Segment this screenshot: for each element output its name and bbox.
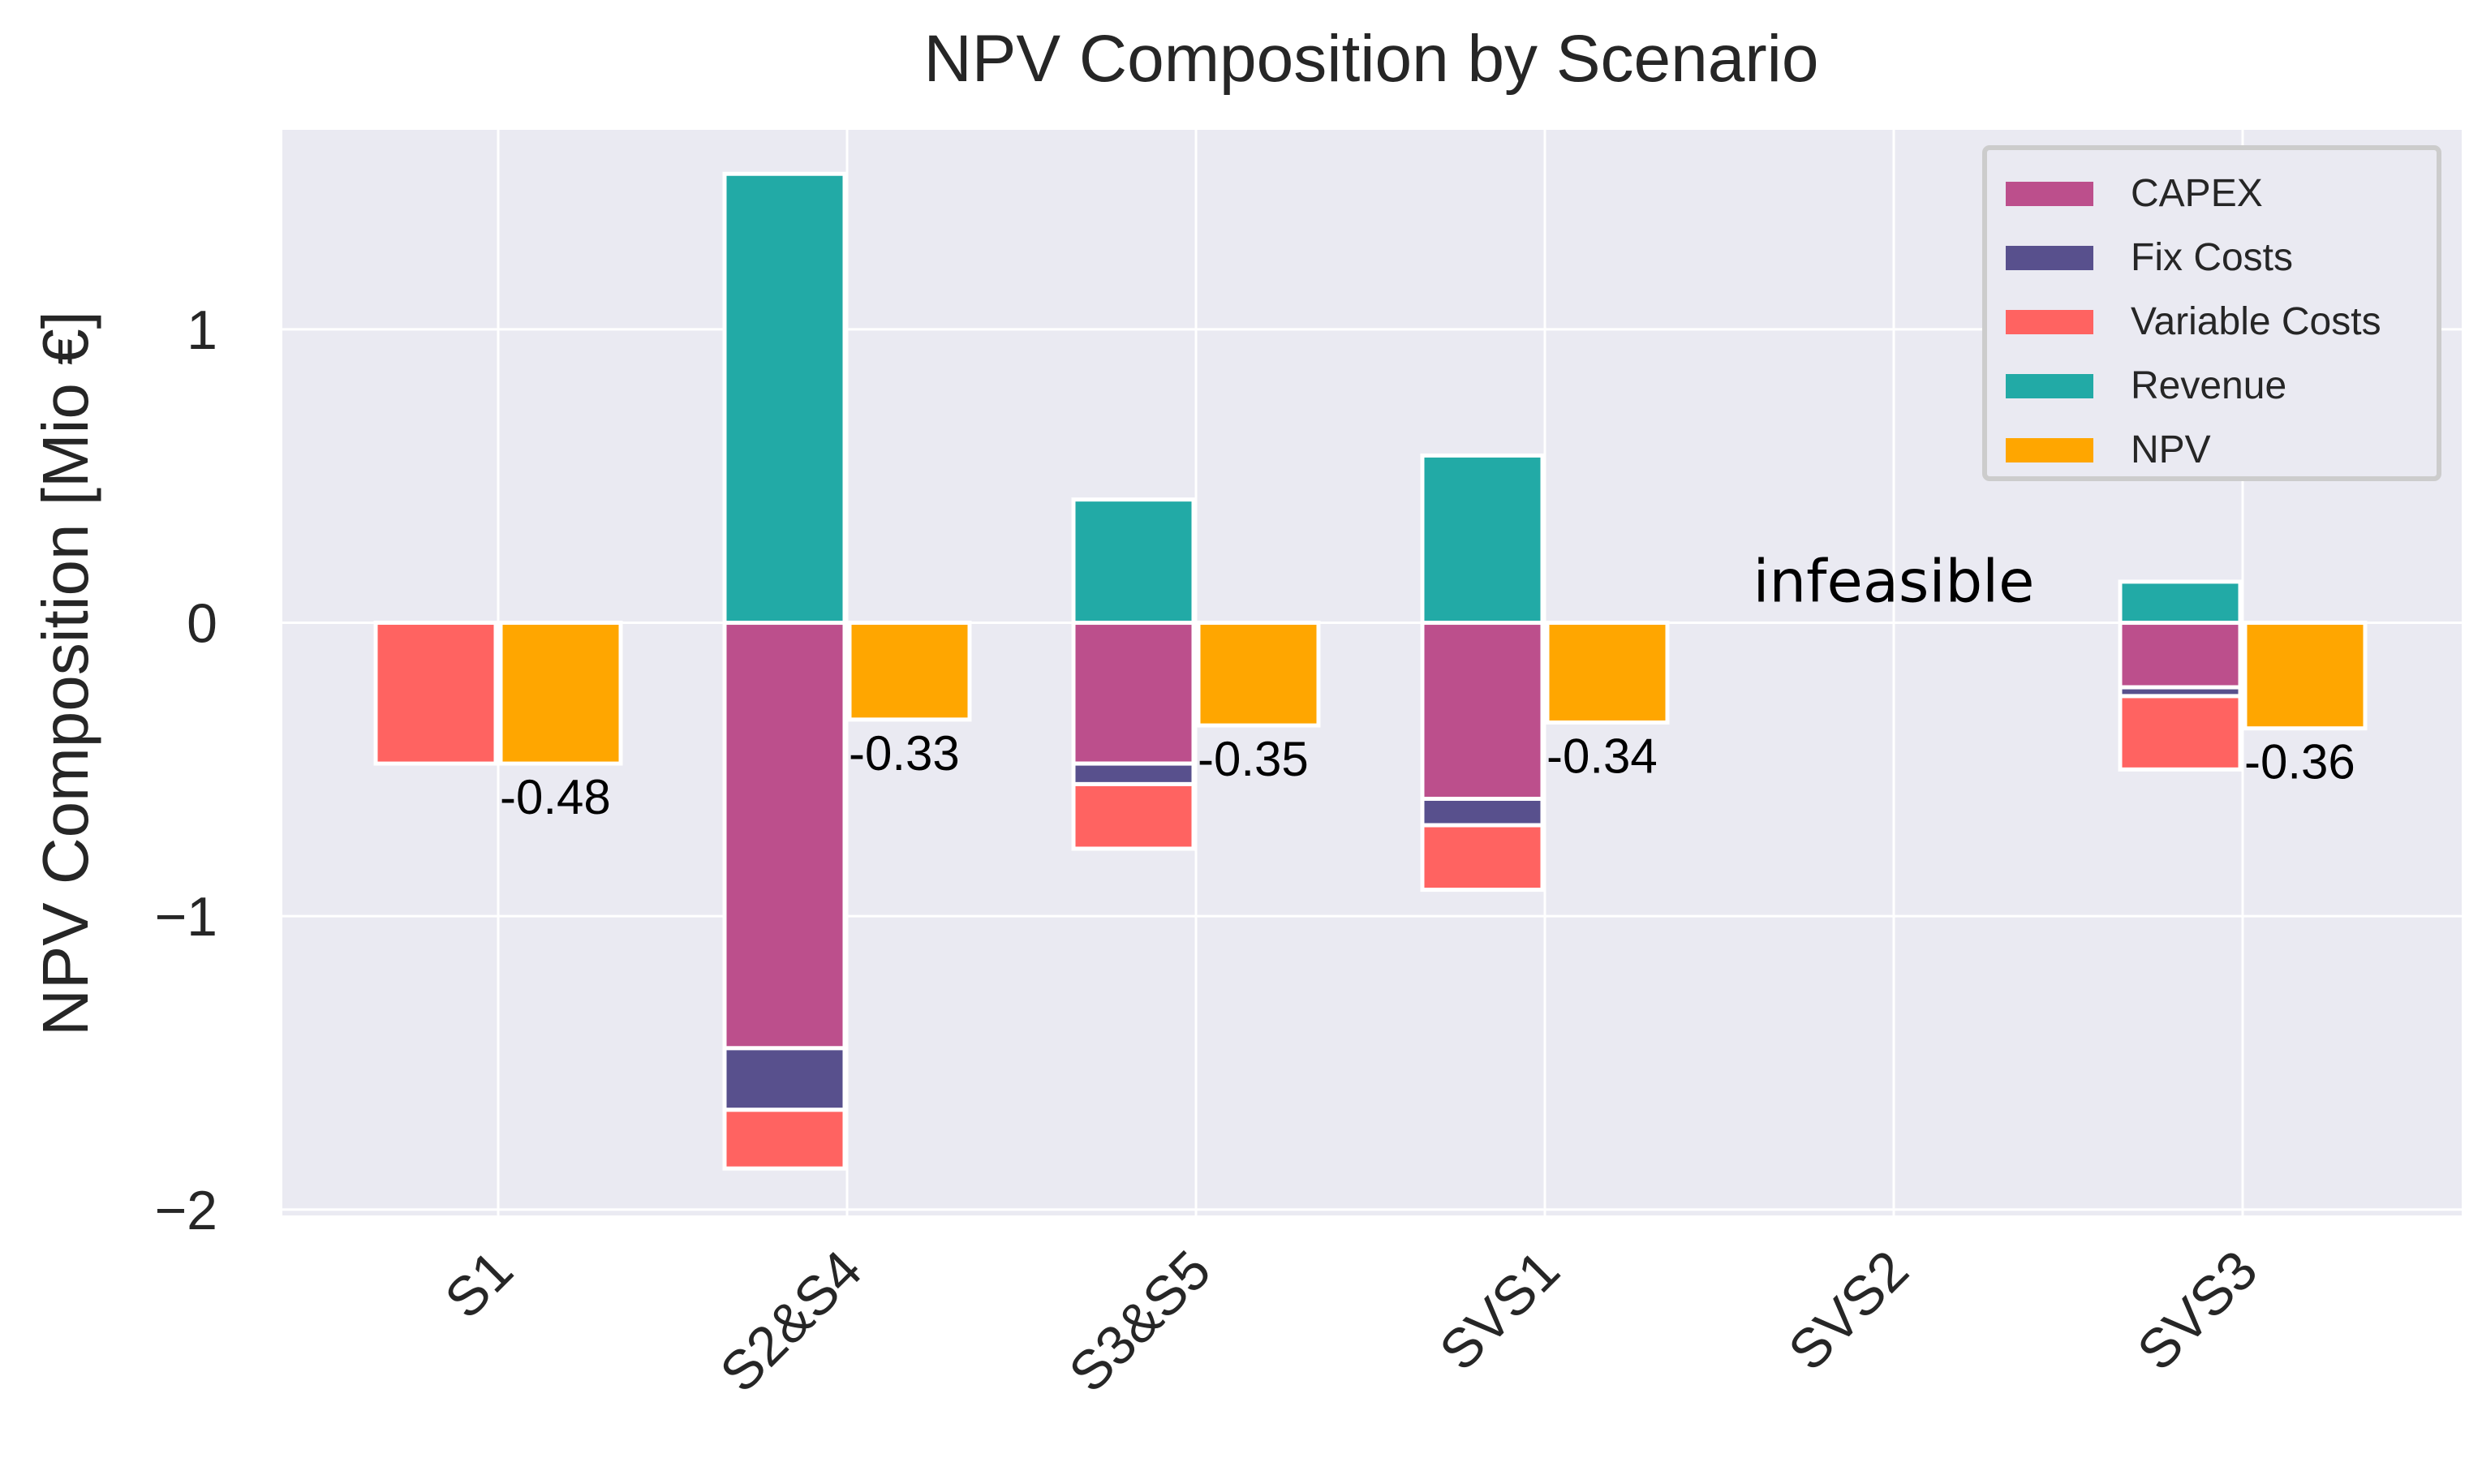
bar-fix-costs [1071,761,1196,786]
legend-label: Variable Costs [2131,300,2381,343]
bar-revenue [722,171,847,626]
bar-variable-costs [722,1108,847,1171]
legend-swatch [2006,374,2093,398]
bar-npv [498,621,623,766]
x-tick-label: SVS1 [1428,1239,1572,1383]
legend-swatch [2006,310,2093,334]
bar-variable-costs [373,621,498,766]
legend-label: Revenue [2131,364,2286,407]
bar-capex [722,621,847,1051]
npv-value-label: -0.35 [1198,732,1309,786]
x-tick-label: S3&S5 [1057,1239,1222,1404]
bar-npv [847,621,972,722]
bar-npv [1545,621,1670,725]
bar-variable-costs [1420,823,1545,893]
bar-capex [1071,621,1196,766]
x-tick-labels: S1 S2&S4 S3&S5 SVS1 SVS2 SVS3 [433,1239,2269,1404]
infeasible-annotation: infeasible [1753,548,2035,616]
y-tick-label: −1 [154,886,217,948]
bar-revenue [1071,497,1196,626]
bar-revenue [2118,579,2243,626]
legend-swatch [2006,182,2093,206]
x-tick-label: SVS3 [2126,1239,2269,1383]
npv-value-label: -0.48 [500,770,611,824]
bar-revenue [1420,453,1545,626]
legend-box [1982,145,2441,481]
legend-label: CAPEX [2131,172,2263,215]
npv-value-label: -0.33 [849,726,960,781]
data-labels-group: -0.48 -0.33 -0.35 -0.34 -0.36 infeasible [500,548,2355,825]
bar-fix-costs [1420,796,1545,828]
x-tick-label: S2&S4 [708,1239,873,1404]
npv-value-label: -0.36 [2244,735,2355,789]
bar-npv [2243,621,2368,731]
bar-variable-costs [1071,781,1196,851]
legend-swatch [2006,246,2093,270]
y-axis-label: NPV Composition [Mio €] [29,311,101,1036]
bar-capex [1420,621,1545,801]
bars-group [373,171,2368,1171]
legend-label: Fix Costs [2131,236,2293,279]
bar-npv [1196,621,1321,728]
chart-title: NPV Composition by Scenario [924,22,1819,96]
y-tick-labels: 1 0 −1 −2 [154,299,217,1241]
y-tick-label: 0 [187,593,217,655]
y-tick-label: 1 [187,299,217,361]
legend-label: NPV [2131,428,2211,471]
x-tick-label: SVS2 [1777,1239,1921,1383]
bar-capex [2118,621,2243,690]
bar-variable-costs [2118,694,2243,772]
y-tick-label: −2 [154,1180,217,1241]
legend: CAPEX Fix Costs Variable Costs Revenue NPV [1982,145,2441,481]
npv-value-label: -0.34 [1546,729,1658,783]
legend-swatch [2006,438,2093,462]
grid-lines [282,130,2462,1215]
bar-fix-costs [722,1046,847,1112]
x-tick-label: S1 [433,1239,525,1331]
